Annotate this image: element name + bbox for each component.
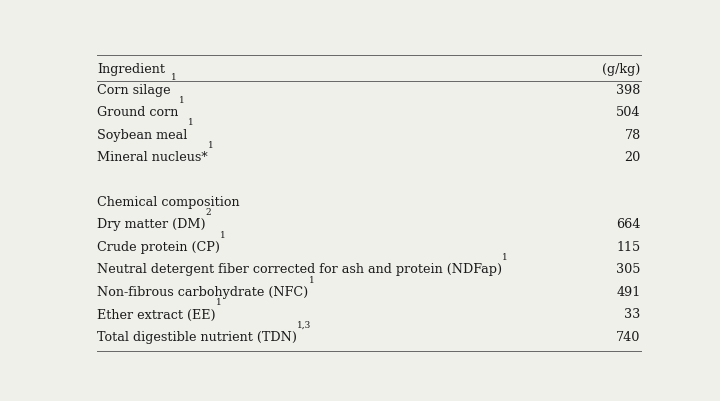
Text: 115: 115 [616,240,641,253]
Text: Ground corn: Ground corn [97,106,179,119]
Text: 664: 664 [616,218,641,231]
Text: 398: 398 [616,83,641,96]
Text: 2: 2 [206,208,212,217]
Text: 20: 20 [624,151,641,164]
Text: 1: 1 [208,140,214,150]
Text: Crude protein (CP): Crude protein (CP) [97,240,220,253]
Text: 1: 1 [179,95,184,105]
Text: 1: 1 [220,230,226,239]
Text: Mineral nucleus*: Mineral nucleus* [97,151,208,164]
Text: 78: 78 [624,128,641,141]
Text: 740: 740 [616,330,641,343]
Text: Chemical composition: Chemical composition [97,196,240,209]
Text: 1: 1 [308,275,314,284]
Text: (g/kg): (g/kg) [603,63,641,75]
Text: 305: 305 [616,263,641,276]
Text: Soybean meal: Soybean meal [97,128,188,141]
Text: 491: 491 [616,285,641,298]
Text: 1: 1 [216,298,222,306]
Text: Non-fibrous carbohydrate (NFC): Non-fibrous carbohydrate (NFC) [97,285,308,298]
Text: 1: 1 [171,73,176,82]
Text: 1: 1 [188,118,194,127]
Text: 33: 33 [624,308,641,321]
Text: 1,3: 1,3 [297,320,312,329]
Text: Total digestible nutrient (TDN): Total digestible nutrient (TDN) [97,330,297,343]
Text: Ether extract (EE): Ether extract (EE) [97,308,216,321]
Text: Ingredient: Ingredient [97,63,166,75]
Text: 1: 1 [503,253,508,261]
Text: 504: 504 [616,106,641,119]
Text: Neutral detergent fiber corrected for ash and protein (NDFap): Neutral detergent fiber corrected for as… [97,263,503,276]
Text: Dry matter (DM): Dry matter (DM) [97,218,206,231]
Text: Corn silage: Corn silage [97,83,171,96]
